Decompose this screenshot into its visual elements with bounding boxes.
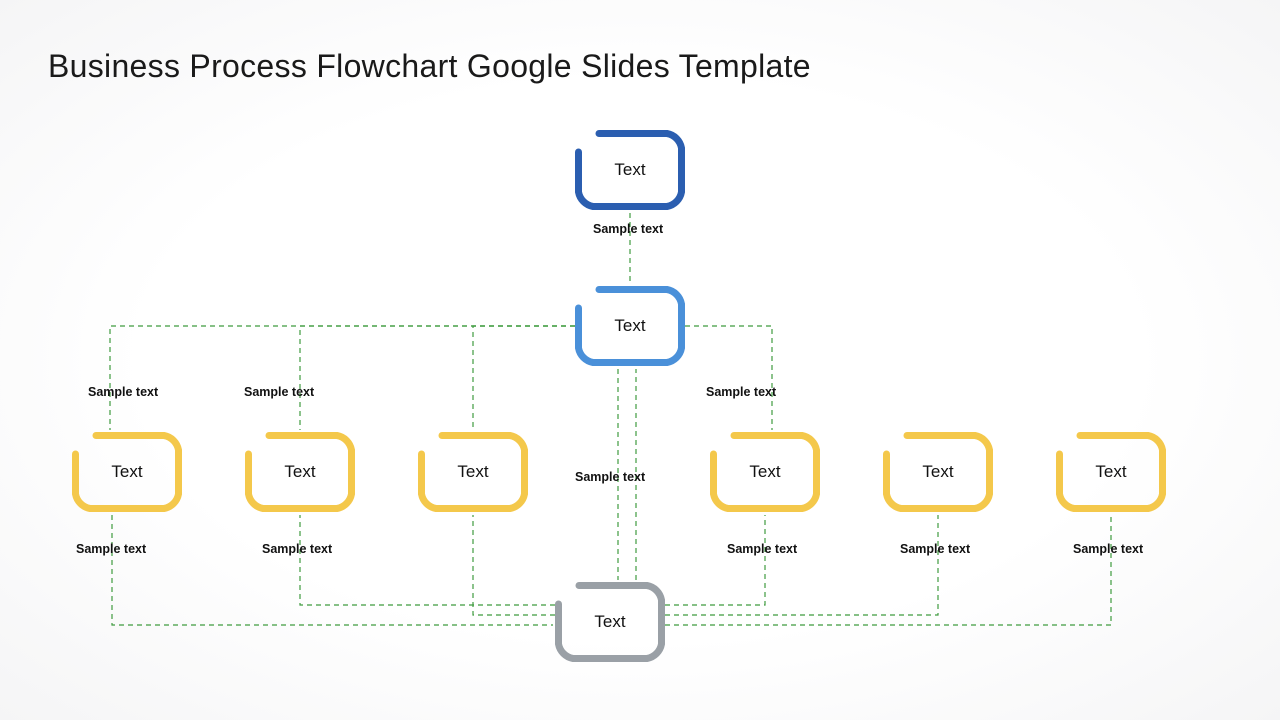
- flow-node-label: Text: [594, 612, 625, 632]
- flow-node-y3: Text: [418, 432, 528, 512]
- flow-node-label: Text: [284, 462, 315, 482]
- flow-caption-top: Sample text: [593, 222, 663, 236]
- flow-node-y4: Text: [710, 432, 820, 512]
- flow-node-label: Text: [922, 462, 953, 482]
- flow-caption-free-1: Sample text: [244, 385, 314, 399]
- flowchart-canvas: Text Sample text Text Text Sample text Text Sa…: [0, 0, 1280, 720]
- flow-node-label: Text: [457, 462, 488, 482]
- flow-node-y6: Text: [1056, 432, 1166, 512]
- flow-node-label: Text: [111, 462, 142, 482]
- flow-caption-free-2: Sample text: [706, 385, 776, 399]
- flow-node-y2: Text: [245, 432, 355, 512]
- flow-caption-y2: Sample text: [262, 542, 332, 556]
- flow-caption-y1: Sample text: [76, 542, 146, 556]
- flow-caption-free-0: Sample text: [88, 385, 158, 399]
- flow-caption-free-3: Sample text: [575, 470, 645, 484]
- flow-node-y5: Text: [883, 432, 993, 512]
- flow-node-bottom: Text: [555, 582, 665, 662]
- flow-node-label: Text: [614, 160, 645, 180]
- flow-node-y1: Text: [72, 432, 182, 512]
- flow-node-top: Text: [575, 130, 685, 210]
- flow-node-label: Text: [614, 316, 645, 336]
- flow-caption-y5: Sample text: [900, 542, 970, 556]
- flow-caption-y4: Sample text: [727, 542, 797, 556]
- flow-node-label: Text: [1095, 462, 1126, 482]
- flow-node-mid: Text: [575, 286, 685, 366]
- flow-node-label: Text: [749, 462, 780, 482]
- flow-caption-y6: Sample text: [1073, 542, 1143, 556]
